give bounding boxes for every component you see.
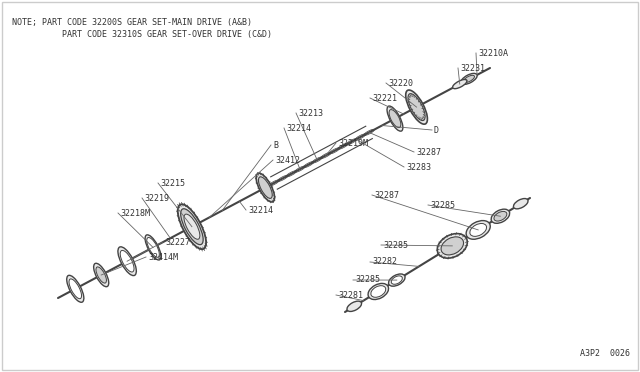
Text: 32285: 32285 [430,201,455,209]
Ellipse shape [513,199,528,209]
Text: 32220: 32220 [388,78,413,87]
Text: 32283: 32283 [406,163,431,171]
Text: 32231: 32231 [460,64,485,73]
Text: 32218M: 32218M [120,208,150,218]
Ellipse shape [145,235,161,260]
Ellipse shape [491,209,509,223]
Ellipse shape [96,267,106,283]
Text: PART CODE 32310S GEAR SET-OVER DRIVE (C&D): PART CODE 32310S GEAR SET-OVER DRIVE (C&… [12,30,272,39]
Ellipse shape [441,237,463,255]
Text: 32282: 32282 [372,257,397,266]
Ellipse shape [368,283,388,299]
Ellipse shape [463,75,474,83]
Ellipse shape [178,204,206,249]
Text: 32210A: 32210A [478,48,508,58]
Ellipse shape [389,110,401,128]
Ellipse shape [69,279,81,299]
Text: 32214: 32214 [248,205,273,215]
Ellipse shape [67,275,84,302]
Ellipse shape [147,237,159,257]
Ellipse shape [387,106,403,131]
Ellipse shape [371,286,386,297]
Text: 32214: 32214 [286,124,311,132]
Text: 32287: 32287 [416,148,441,157]
Ellipse shape [93,263,109,287]
Text: 32215: 32215 [160,179,185,187]
Ellipse shape [347,301,362,311]
Text: 32221: 32221 [372,93,397,103]
Ellipse shape [184,214,200,239]
Ellipse shape [494,211,507,221]
Ellipse shape [461,73,477,84]
Ellipse shape [388,274,405,286]
Text: 32213: 32213 [298,109,323,118]
Ellipse shape [180,209,203,245]
Text: 32287: 32287 [374,190,399,199]
Text: 32281: 32281 [338,291,363,299]
Ellipse shape [256,173,275,202]
Ellipse shape [470,224,486,236]
Ellipse shape [118,247,136,276]
Ellipse shape [120,250,134,272]
Text: 32219M: 32219M [338,138,368,148]
Text: 32219: 32219 [144,193,169,202]
Ellipse shape [408,94,425,121]
Text: B: B [273,141,278,150]
Ellipse shape [259,177,272,198]
Text: 32285: 32285 [383,241,408,250]
Ellipse shape [406,90,428,124]
Ellipse shape [466,221,490,239]
Ellipse shape [452,80,467,89]
Text: 32414M: 32414M [148,253,178,262]
Text: D: D [434,125,439,135]
Text: 32227: 32227 [165,237,190,247]
Text: 32285: 32285 [355,276,380,285]
Text: 32412: 32412 [275,155,300,164]
Ellipse shape [437,234,467,258]
Text: A3P2  0026: A3P2 0026 [580,349,630,358]
Ellipse shape [391,276,403,284]
Text: NOTE; PART CODE 32200S GEAR SET-MAIN DRIVE (A&B): NOTE; PART CODE 32200S GEAR SET-MAIN DRI… [12,18,252,27]
